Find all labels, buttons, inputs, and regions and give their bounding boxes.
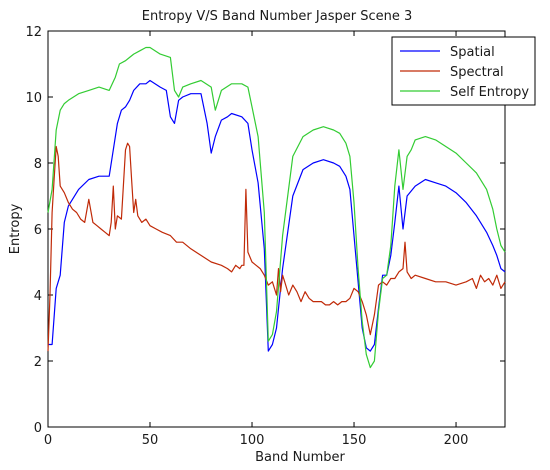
series-line-spectral: [47, 142, 506, 352]
series-line-spatial: [48, 79, 506, 352]
y-tick-label: 4: [34, 289, 42, 304]
y-tick-label: 2: [34, 355, 42, 370]
x-tick-label: 50: [142, 433, 159, 448]
y-tick-label: 12: [25, 25, 42, 40]
y-tick-label: 6: [34, 223, 42, 238]
x-tick-label: 200: [444, 433, 469, 448]
series-line-self-entropy: [47, 46, 506, 369]
legend-label-self-entropy: Self Entropy: [450, 85, 529, 100]
x-tick-label: 0: [44, 433, 52, 448]
legend-label-spatial: Spatial: [450, 45, 495, 60]
x-tick-label: 150: [342, 433, 367, 448]
x-tick-label: 100: [240, 433, 265, 448]
y-axis-title: Entropy: [8, 203, 23, 254]
legend-label-spectral: Spectral: [450, 65, 504, 80]
x-axis-title: Band Number: [255, 450, 345, 465]
y-tick-label: 8: [34, 157, 42, 172]
legend: Spatial Spectral Self Entropy: [391, 36, 536, 106]
x-axis: 0 50 100 150 200: [44, 31, 469, 448]
chart-title: Entropy V/S Band Number Jasper Scene 3: [142, 9, 413, 24]
y-tick-label: 10: [25, 91, 42, 106]
series-layer: [47, 46, 506, 369]
y-tick-label: 0: [34, 421, 42, 436]
y-axis: 0 2 4 6 8 10 12: [25, 25, 505, 436]
